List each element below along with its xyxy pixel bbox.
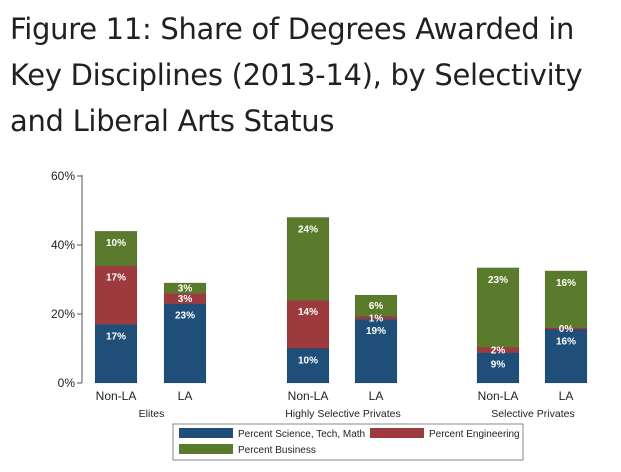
x-category-label: Non-LA (96, 389, 137, 403)
legend-label: Percent Business (238, 445, 316, 456)
bar-segment (544, 270, 588, 329)
data-label: 1% (369, 313, 384, 324)
bar-segment (354, 318, 398, 384)
x-category-label: LA (178, 389, 193, 403)
bars (94, 217, 588, 384)
legend-label: Percent Science, Tech, Math (238, 429, 365, 440)
data-label: 2% (491, 345, 506, 356)
data-label: 3% (178, 294, 193, 305)
y-tick-label: 40% (51, 238, 75, 252)
x-category-label: LA (559, 389, 574, 403)
legend-swatch (179, 428, 233, 438)
figure-title: Figure 11: Share of Degrees Awarded in K… (10, 12, 583, 138)
data-label: 0% (559, 324, 574, 335)
bar-segment (476, 352, 520, 384)
y-tick-label: 60% (51, 169, 75, 183)
bar-segment (94, 230, 138, 266)
data-label: 10% (106, 238, 126, 249)
bar-segment (286, 217, 330, 301)
x-category-label: LA (369, 389, 384, 403)
data-label: 14% (298, 307, 318, 318)
bar-segment (544, 329, 588, 384)
data-label: 24% (298, 224, 318, 235)
x-group-label: Highly Selective Privates (285, 408, 401, 420)
x-category-label: Non-LA (288, 389, 329, 403)
data-label: 9% (491, 360, 506, 371)
y-tick-label: 0% (58, 376, 76, 390)
data-label: 23% (175, 311, 195, 322)
x-group-label: Elites (139, 408, 165, 420)
data-label: 17% (106, 273, 126, 284)
y-axis: 0% 20% 40% 60% (51, 169, 83, 390)
data-label: 16% (556, 278, 576, 289)
data-label: 6% (369, 301, 384, 312)
data-label: 3% (178, 284, 193, 295)
bar-segment (476, 267, 520, 348)
data-label: 23% (488, 275, 508, 286)
x-category-label: Non-LA (478, 389, 519, 403)
bar-segment (286, 348, 330, 384)
legend-swatch (370, 428, 424, 438)
bar-segment (163, 282, 207, 294)
x-group-label: Selective Privates (491, 408, 574, 420)
data-label: 19% (366, 326, 386, 337)
data-labels: 17% 17% 10% 23% 3%3% 10% 14% 24% 19% 1%6% 9% 2% 23% 1… (106, 224, 576, 370)
data-label: 16% (556, 337, 576, 348)
legend: Percent Science, Tech, Math Percent Engin… (172, 423, 524, 461)
data-label: 10% (298, 356, 318, 367)
bar-segment (94, 324, 138, 384)
data-label: 17% (106, 331, 126, 342)
bar-segment (354, 294, 398, 317)
y-tick-label: 20% (51, 307, 75, 321)
bar-segment (94, 265, 138, 325)
legend-swatch (179, 444, 233, 454)
legend-label: Percent Engineering (429, 429, 520, 440)
bar-segment (286, 299, 330, 349)
